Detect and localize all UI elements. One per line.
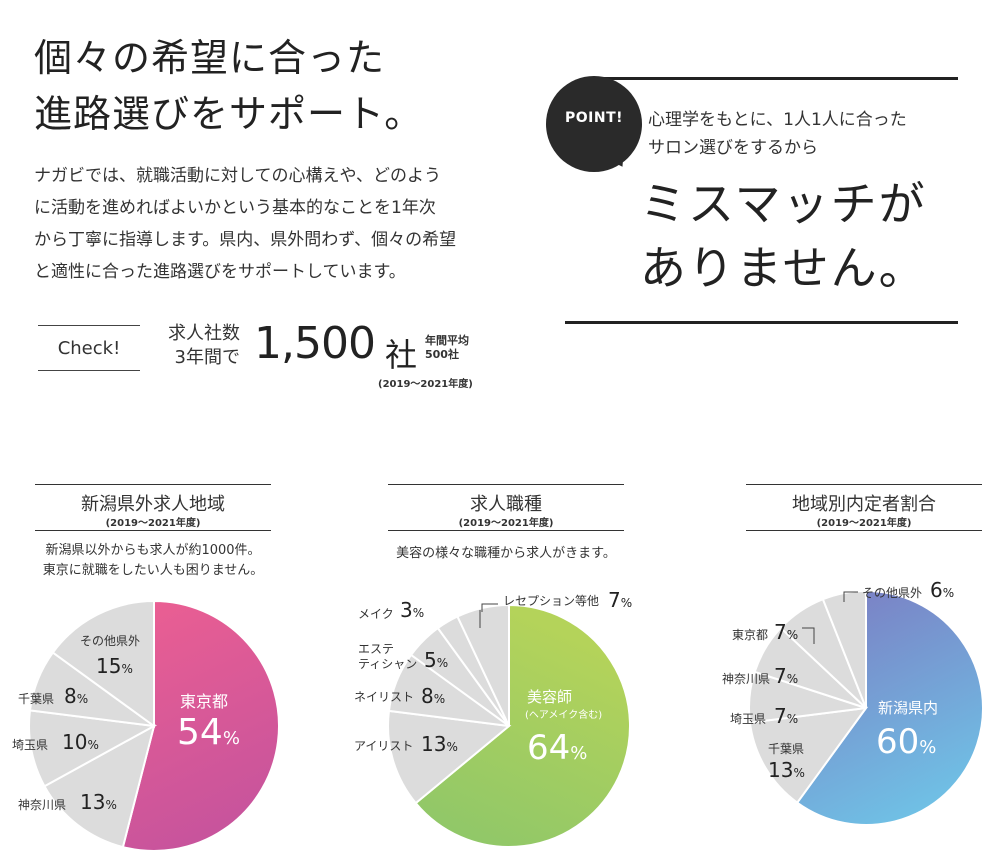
chart1-description: 新潟県以外からも求人が約1000件。 東京に就職をしたい人も困りません。	[15, 541, 291, 581]
chart1-slice-0	[121, 600, 280, 852]
chart2-period: (2019〜2021年度)	[458, 518, 554, 529]
check-unit: 社	[385, 336, 418, 374]
point-bubble	[546, 76, 642, 172]
chart2-label-nailist: ネイリスト	[354, 690, 415, 704]
intro-body-line-1: ナガビでは、就職活動に対しての心構えや、どのよう	[34, 166, 441, 186]
chart3-value-kanagawa: 7%	[774, 664, 799, 688]
chart2-slice-1	[387, 709, 512, 805]
chart1-header-top-line	[35, 484, 271, 485]
chart2-label-esthetician-line-1: エステ	[358, 642, 395, 656]
chart1-header-bottom-line	[35, 530, 271, 531]
intro-body-line-3: から丁寧に指導します。県内、県外問わず、個々の希望	[34, 230, 457, 250]
chart1-value-chiba: 8%	[64, 684, 89, 708]
chart3-leader-lines	[802, 591, 858, 644]
chart1-pie	[28, 600, 280, 852]
chart1-slice-4	[51, 600, 155, 728]
chart2-value-eyelist: 13%	[421, 732, 458, 756]
chart2-label-reception: レセプション等他	[503, 594, 600, 608]
chart1-period: (2019〜2021年度)	[105, 518, 201, 529]
chart3-value-other: 6%	[930, 578, 955, 602]
check-label: Check!	[57, 338, 121, 359]
chart3-value-niigata: 60%	[876, 722, 937, 762]
check-description: 求人社数 3年間で	[160, 322, 240, 370]
point-headline: ミスマッチが ありません。	[640, 172, 927, 300]
chart2-title: 求人職種	[470, 494, 542, 515]
chart2-sublabel-biyoushi: (ヘアメイク含む)	[525, 710, 603, 721]
point-badge: POINT!	[564, 110, 624, 126]
chart1-label-chiba: 千葉県	[18, 692, 55, 706]
chart3-slice-0	[795, 590, 984, 826]
chart2-value-esthetician: 5%	[424, 648, 449, 672]
chart2-value-nailist: 8%	[421, 684, 446, 708]
check-number: 1,500	[254, 318, 376, 369]
chart1-label-saitama: 埼玉県	[12, 738, 49, 752]
chart2-header-top-line	[388, 484, 624, 485]
chart3-header-bottom-line	[746, 530, 982, 531]
point-big-line-2: ありません。	[640, 241, 927, 295]
chart3-label-other: その他県外	[862, 586, 923, 600]
headline: 個々の希望に合った 進路選びをサポート。	[34, 30, 423, 142]
chart1-label-tokyo: 東京都	[180, 692, 229, 711]
check-avg-line-2: 500社	[425, 348, 459, 361]
check-desc-line-2: 3年間で	[174, 347, 240, 368]
chart3-label-tokyo: 東京都	[732, 628, 769, 642]
chart3-period: (2019〜2021年度)	[816, 518, 912, 529]
chart1-desc-line-2: 東京に就職をしたい人も困りません。	[42, 563, 264, 578]
point-big-line-1: ミスマッチが	[640, 177, 927, 231]
chart2-value-reception: 7%	[608, 588, 633, 612]
chart2-label-esthetician: エステ ティシャン	[358, 642, 417, 672]
check-avg-line-1: 年間平均	[425, 334, 469, 347]
check-period: (2019〜2021年度)	[378, 379, 473, 390]
headline-line-1: 個々の希望に合った	[34, 36, 386, 80]
chart1-label-kanagawa: 神奈川県	[18, 798, 67, 812]
chart3-pie	[748, 590, 984, 826]
check-bottom-line	[38, 370, 140, 371]
check-average: 年間平均 500社	[425, 334, 469, 362]
chart3-title: 地域別内定者割合	[792, 494, 936, 515]
chart3-header-top-line	[746, 484, 982, 485]
point-sub-line-1: 心理学をもとに、1人1人に合った	[648, 110, 907, 130]
intro-body-line-2: に活動を進めればよいかという基本的なことを1年次	[34, 198, 436, 218]
check-desc-line-1: 求人社数	[168, 323, 240, 344]
point-sub-line-2: サロン選びをするから	[648, 138, 818, 158]
chart2-pie	[387, 604, 631, 848]
chart3-label-saitama: 埼玉県	[730, 712, 767, 726]
chart2-value-biyoushi: 64%	[527, 728, 588, 768]
point-top-line	[590, 77, 958, 80]
chart3-label-chiba: 千葉県	[768, 742, 805, 756]
chart2-slice-5	[456, 604, 510, 727]
chart1-value-other: 15%	[96, 654, 133, 678]
chart2-label-eyelist: アイリスト	[354, 739, 414, 753]
chart2-leader-lines	[479, 603, 498, 628]
chart1-value-kanagawa: 13%	[80, 790, 117, 814]
chart2-value-make: 3%	[400, 598, 425, 622]
chart3-slice-1	[748, 706, 869, 805]
chart3-value-tokyo: 7%	[774, 620, 799, 644]
chart2-slice-0	[414, 604, 631, 848]
intro-body: ナガビでは、就職活動に対しての心構えや、どのよう に活動を進めればよいかという基…	[34, 160, 504, 288]
chart2-label-make: メイク	[358, 607, 394, 621]
chart2-label-biyoushi: 美容師	[527, 688, 573, 706]
headline-line-2: 進路選びをサポート。	[34, 92, 424, 136]
chart1-label-other: その他県外	[80, 634, 141, 648]
chart3-value-chiba: 13%	[768, 758, 805, 782]
chart2-description: 美容の様々な職種から求人がきます。	[396, 546, 616, 561]
chart2-header-bottom-line	[388, 530, 624, 531]
chart1-value-saitama: 10%	[62, 730, 99, 754]
intro-body-line-4: と適性に合った進路選びをサポートしています。	[34, 262, 406, 282]
point-subtext: 心理学をもとに、1人1人に合った サロン選びをするから	[648, 106, 907, 162]
chart2-label-esthetician-line-2: ティシャン	[358, 657, 418, 671]
chart1-desc-line-1: 新潟県以外からも求人が約1000件。	[45, 543, 261, 558]
chart3-label-kanagawa: 神奈川県	[722, 672, 771, 686]
chart1-value-tokyo: 54%	[177, 712, 240, 753]
point-bottom-line	[565, 321, 958, 324]
chart1-slice-2	[28, 709, 158, 788]
chart1-title: 新潟県外求人地域	[81, 494, 225, 515]
chart1-slice-1	[43, 724, 156, 849]
check-top-line	[38, 325, 140, 326]
chart3-value-saitama: 7%	[774, 704, 799, 728]
chart3-label-niigata: 新潟県内	[878, 699, 939, 717]
